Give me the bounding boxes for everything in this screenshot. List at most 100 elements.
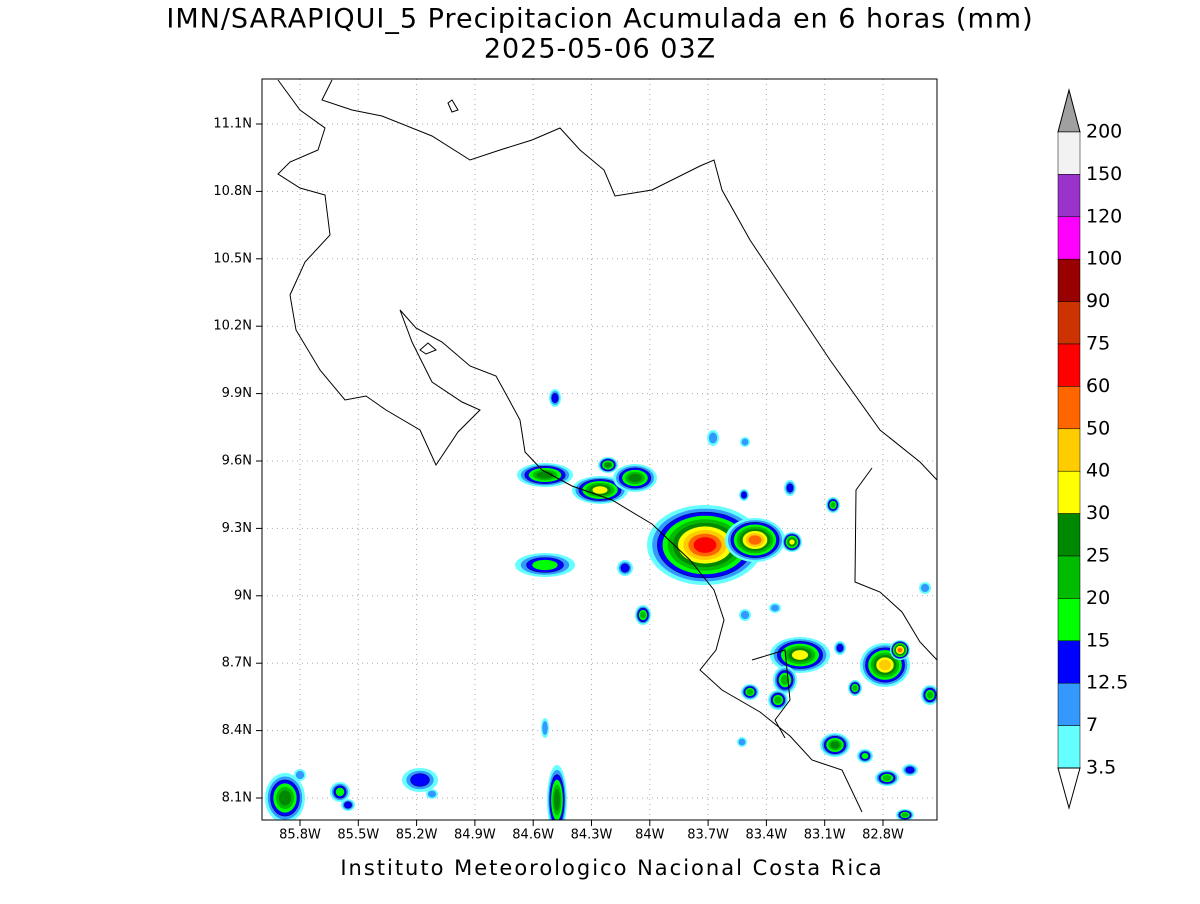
colorbar-over xyxy=(1057,88,1081,133)
lat-label: 10.5N xyxy=(213,251,252,266)
lon-label: 84.6W xyxy=(512,828,554,843)
rain-contour xyxy=(920,583,930,593)
rain-contour xyxy=(295,770,305,780)
rain-contour xyxy=(628,473,642,483)
rain-contour xyxy=(532,559,558,571)
colorbar-label: 75 xyxy=(1086,333,1110,355)
subtitle: 2025-05-06 03Z xyxy=(484,34,716,65)
colorbar-band xyxy=(1057,174,1081,218)
map-frame xyxy=(261,78,938,821)
rain-contour xyxy=(741,491,747,499)
caribbean-coast xyxy=(321,79,937,481)
lon-label: 84.9W xyxy=(454,828,496,843)
lon-label: 85.5W xyxy=(337,828,379,843)
colorbar-label: 120 xyxy=(1086,205,1122,227)
lat-label: 9N xyxy=(234,588,252,603)
lat-label: 10.2N xyxy=(213,319,252,334)
rain-contour xyxy=(553,789,561,811)
colorbar-label: 90 xyxy=(1086,290,1110,312)
grid: 11.1N 10.8N 10.5N 10.2N 9.9N 9.6N 9.3N 9N 8.7N 8.… xyxy=(213,79,937,843)
rain-contour xyxy=(536,471,554,479)
lon-label: 84.3W xyxy=(571,828,613,843)
colorbar-label: 50 xyxy=(1086,417,1110,439)
rain-contour xyxy=(693,537,717,553)
lon-label: 85.8W xyxy=(279,828,321,843)
precipitation xyxy=(265,389,937,820)
rain-contour xyxy=(901,812,909,818)
rain-contour xyxy=(830,741,840,749)
lat-label: 9.6N xyxy=(222,454,252,469)
colorbar-band xyxy=(1057,386,1081,430)
lat-label: 8.4N xyxy=(222,723,252,738)
rain-contour xyxy=(789,539,795,545)
rain-contour xyxy=(738,738,746,746)
rain-contour xyxy=(780,675,790,685)
rain-contour xyxy=(746,689,754,695)
lon-label: 83.4W xyxy=(745,828,787,843)
border-south xyxy=(751,649,791,739)
colorbar-label: 150 xyxy=(1086,163,1122,185)
colorbar-label: 12.5 xyxy=(1086,672,1128,694)
rain-contour xyxy=(542,721,548,735)
rain-contour xyxy=(740,610,750,620)
colorbar-band xyxy=(1057,258,1081,302)
lat-label: 9.3N xyxy=(222,521,252,536)
rain-contour xyxy=(905,766,915,774)
rain-contour xyxy=(748,535,762,545)
colorbar-band xyxy=(1057,301,1081,345)
rain-contour xyxy=(551,392,559,404)
colorbar-label: 200 xyxy=(1086,121,1122,143)
lon-label: 84W xyxy=(635,828,665,843)
lon-label: 82.8W xyxy=(862,828,904,843)
rain-contour xyxy=(897,647,903,653)
rain-contour xyxy=(861,753,869,759)
rain-contour xyxy=(410,773,430,787)
rain-contour xyxy=(427,790,437,798)
colorbar-band xyxy=(1057,682,1081,726)
footer: Instituto Meteorologico Nacional Costa R… xyxy=(340,856,883,880)
coastlines xyxy=(277,79,937,813)
colorbar-band xyxy=(1057,428,1081,472)
colorbar-label: 60 xyxy=(1086,375,1110,397)
rain-contour xyxy=(879,659,891,671)
lat-label: 9.9N xyxy=(222,386,252,401)
lat-label: 8.7N xyxy=(222,656,252,671)
colorbar-band xyxy=(1057,598,1081,642)
rain-contour xyxy=(882,775,892,781)
lon-label: 83.1W xyxy=(804,828,846,843)
rain-contour xyxy=(770,604,780,612)
colorbar-label: 30 xyxy=(1086,502,1110,524)
lon-label: 83.7W xyxy=(687,828,729,843)
colorbar-label: 100 xyxy=(1086,248,1122,270)
colorbar-label: 3.5 xyxy=(1086,757,1116,779)
rain-contour xyxy=(786,483,794,493)
colorbar-label: 20 xyxy=(1086,587,1110,609)
rain-contour xyxy=(278,790,292,806)
pacific-coast xyxy=(277,79,863,813)
title: IMN/SARAPIQUI_5 Precipitacion Acumulada … xyxy=(166,4,1033,35)
rain-contour xyxy=(791,650,809,660)
border-panama xyxy=(854,467,937,661)
lat-label: 10.8N xyxy=(213,184,252,199)
colorbar-band xyxy=(1057,555,1081,599)
rain-contour xyxy=(592,486,608,494)
rain-contour xyxy=(852,685,858,691)
lat-label: 11.1N xyxy=(213,117,252,132)
colorbar-under xyxy=(1057,767,1081,810)
colorbar: 200 150 120 100 90 75 60 50 40 30 25 20 15 12.5 7 3.5 xyxy=(1057,88,1128,810)
colorbar-label: 15 xyxy=(1086,629,1110,651)
rain-contour xyxy=(620,563,630,573)
island xyxy=(419,342,437,355)
rain-contour xyxy=(640,611,646,619)
colorbar-band xyxy=(1057,513,1081,557)
rain-contour xyxy=(335,787,345,797)
colorbar-band xyxy=(1057,725,1081,769)
lake xyxy=(447,99,459,113)
rain-contour xyxy=(926,691,934,699)
rain-contour xyxy=(774,696,782,704)
colorbar-label: 7 xyxy=(1086,714,1098,736)
colorbar-band xyxy=(1057,640,1081,684)
rain-contour xyxy=(830,502,836,508)
rain-contour xyxy=(741,438,749,446)
rain-contour xyxy=(604,462,612,468)
